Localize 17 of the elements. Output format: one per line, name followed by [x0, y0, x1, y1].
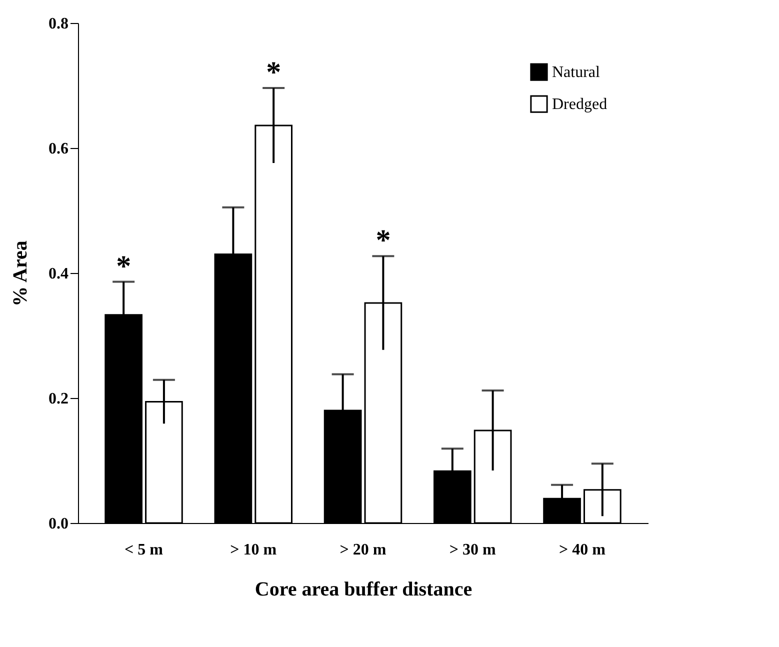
- y-tick-label: 0.4: [48, 266, 68, 282]
- legend-label: Natural: [552, 64, 601, 81]
- x-tick-label: > 30 m: [449, 542, 497, 558]
- annotation: *: [376, 224, 391, 258]
- y-tick-label: 0.2: [48, 390, 68, 408]
- x-tick-label: > 20 m: [340, 542, 387, 558]
- y-tick-label: 0.6: [48, 140, 68, 158]
- legend-label: Dredged: [552, 96, 608, 113]
- y-axis-title: % Area: [10, 240, 32, 306]
- x-tick-label: > 40 m: [559, 542, 606, 558]
- x-tick-label: < 5 m: [124, 542, 164, 558]
- y-tick-label: 0.8: [48, 16, 68, 32]
- y-tick-label: 0.0: [48, 516, 68, 532]
- annotation: *: [266, 56, 282, 89]
- annotation: *: [116, 250, 132, 283]
- x-tick-label: > 10 m: [230, 542, 278, 558]
- x-axis-title: Core area buffer distance: [254, 578, 472, 600]
